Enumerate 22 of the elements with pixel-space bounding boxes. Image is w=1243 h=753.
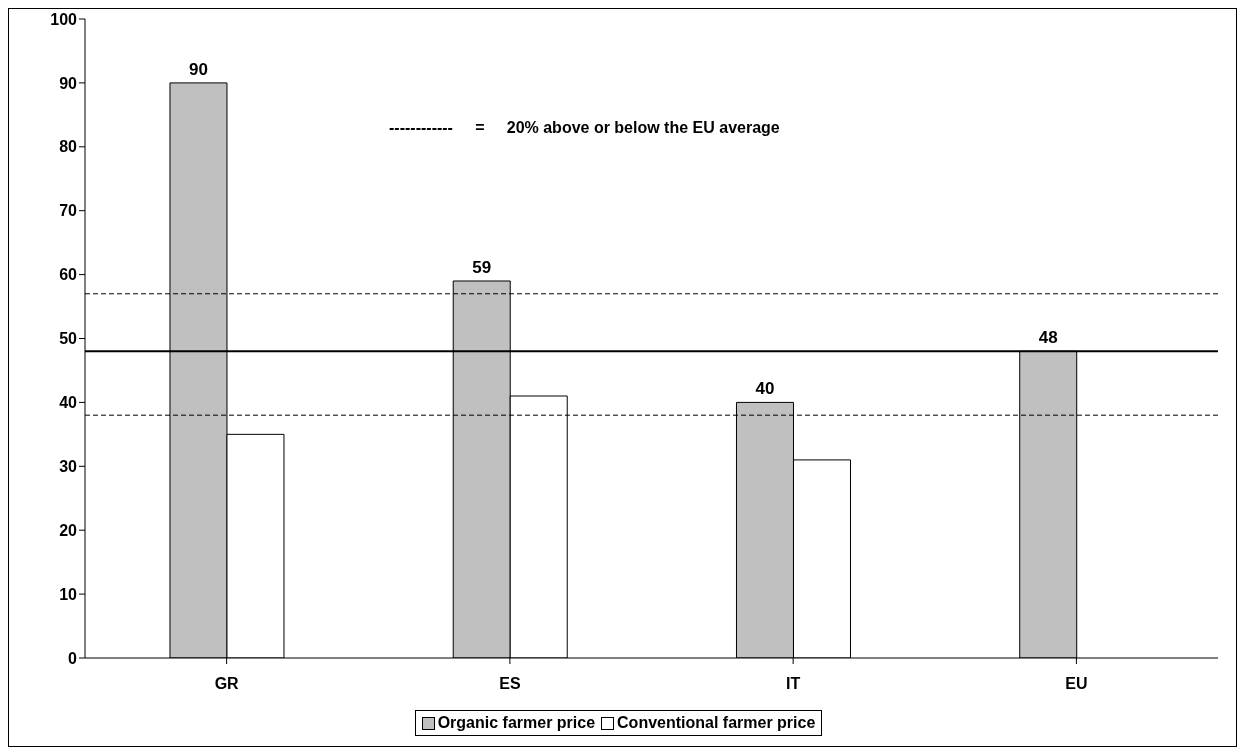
x-tick-label: IT	[786, 675, 801, 693]
y-tick-label: 10	[59, 585, 78, 603]
x-tick-label: ES	[499, 675, 521, 693]
y-tick-label: 0	[68, 649, 78, 667]
y-tick-label: 90	[59, 74, 78, 92]
y-tick-label: 40	[59, 394, 78, 412]
annotation: ------------ = 20% above or below the EU average	[389, 119, 780, 137]
y-tick-label: 30	[59, 457, 78, 475]
data-label: 59	[472, 257, 492, 277]
x-tick-label: EU	[1065, 675, 1088, 693]
y-tick-label: 20	[59, 521, 78, 539]
data-label: 48	[1038, 328, 1058, 348]
legend-label: Organic farmer price	[436, 714, 596, 732]
legend-label: Conventional farmer price	[616, 714, 816, 732]
y-tick-label: 50	[59, 330, 78, 348]
data-label: 90	[189, 59, 208, 79]
y-tick-label: 70	[59, 202, 78, 220]
data-label: 40	[755, 379, 775, 399]
y-tick-label: 60	[59, 266, 78, 284]
y-tick-label: 100	[50, 10, 78, 28]
x-tick-label: GR	[214, 675, 240, 693]
y-tick-label: 80	[59, 138, 78, 156]
